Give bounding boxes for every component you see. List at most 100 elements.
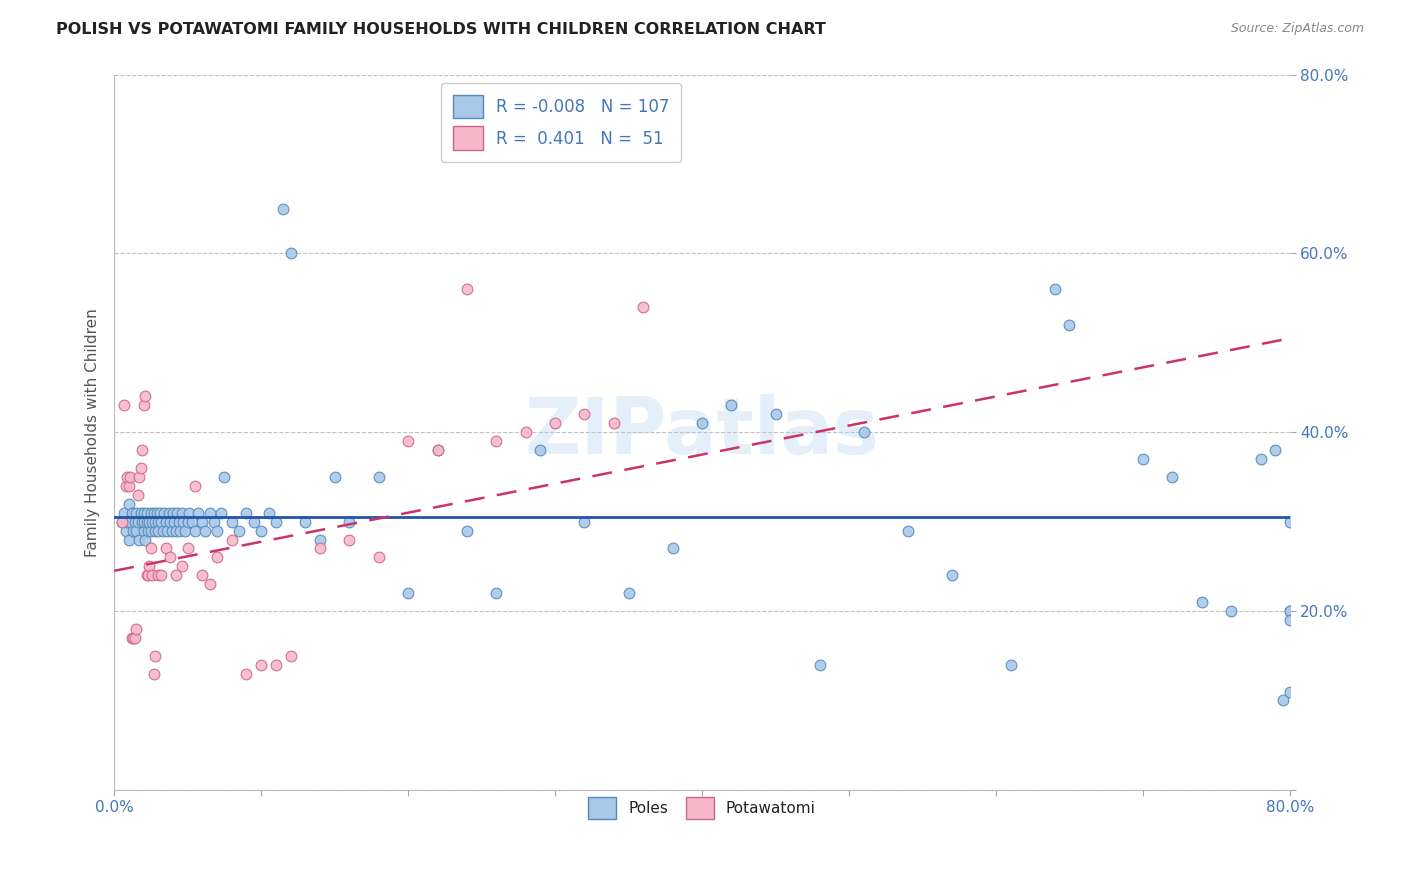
Point bbox=[118, 533, 141, 547]
Point bbox=[280, 648, 302, 663]
Point bbox=[1271, 693, 1294, 707]
Point bbox=[120, 515, 142, 529]
Point bbox=[690, 417, 713, 431]
Point bbox=[205, 524, 228, 538]
Point bbox=[485, 434, 508, 449]
Point bbox=[132, 506, 155, 520]
Point bbox=[485, 586, 508, 600]
Point bbox=[125, 622, 148, 636]
Point bbox=[162, 506, 184, 520]
Point bbox=[617, 586, 640, 600]
Point bbox=[367, 470, 389, 484]
Point bbox=[167, 515, 190, 529]
Point bbox=[1250, 452, 1272, 467]
Point bbox=[129, 461, 152, 475]
Point bbox=[184, 524, 207, 538]
Point bbox=[235, 666, 257, 681]
Point bbox=[160, 524, 183, 538]
Point bbox=[165, 568, 187, 582]
Point bbox=[264, 657, 287, 672]
Point bbox=[156, 524, 179, 538]
Point bbox=[661, 541, 683, 556]
Point bbox=[1132, 452, 1154, 467]
Point bbox=[122, 631, 145, 645]
Point bbox=[143, 515, 166, 529]
Point bbox=[198, 577, 221, 591]
Point bbox=[1264, 443, 1286, 458]
Point bbox=[131, 443, 153, 458]
Point bbox=[633, 300, 655, 314]
Point bbox=[132, 524, 155, 538]
Point bbox=[852, 425, 875, 440]
Point bbox=[169, 524, 191, 538]
Point bbox=[1161, 470, 1184, 484]
Point bbox=[456, 282, 478, 296]
Y-axis label: Family Households with Children: Family Households with Children bbox=[86, 308, 100, 557]
Point bbox=[184, 479, 207, 493]
Point bbox=[264, 515, 287, 529]
Point bbox=[1000, 657, 1022, 672]
Point bbox=[179, 506, 201, 520]
Point bbox=[309, 541, 332, 556]
Point bbox=[115, 479, 138, 493]
Point bbox=[148, 524, 170, 538]
Point bbox=[134, 533, 156, 547]
Point bbox=[309, 533, 332, 547]
Point bbox=[1220, 604, 1243, 618]
Point bbox=[136, 524, 159, 538]
Point bbox=[132, 398, 155, 412]
Legend: Poles, Potawatomi: Poles, Potawatomi bbox=[582, 791, 823, 825]
Point bbox=[127, 515, 149, 529]
Point bbox=[115, 524, 138, 538]
Point bbox=[124, 515, 146, 529]
Text: Source: ZipAtlas.com: Source: ZipAtlas.com bbox=[1230, 22, 1364, 36]
Point bbox=[396, 434, 419, 449]
Point bbox=[141, 568, 163, 582]
Point bbox=[205, 550, 228, 565]
Point bbox=[157, 506, 180, 520]
Point bbox=[271, 202, 294, 216]
Point bbox=[294, 515, 316, 529]
Point bbox=[280, 246, 302, 260]
Point bbox=[574, 407, 596, 421]
Point bbox=[153, 506, 176, 520]
Point bbox=[129, 506, 152, 520]
Point bbox=[128, 533, 150, 547]
Point bbox=[125, 524, 148, 538]
Point bbox=[367, 550, 389, 565]
Point bbox=[191, 568, 214, 582]
Point bbox=[125, 506, 148, 520]
Text: POLISH VS POTAWATOMI FAMILY HOUSEHOLDS WITH CHILDREN CORRELATION CHART: POLISH VS POTAWATOMI FAMILY HOUSEHOLDS W… bbox=[56, 22, 827, 37]
Point bbox=[150, 568, 173, 582]
Point bbox=[211, 506, 233, 520]
Point bbox=[149, 506, 172, 520]
Point bbox=[135, 568, 157, 582]
Point bbox=[146, 506, 169, 520]
Point bbox=[1043, 282, 1066, 296]
Point bbox=[194, 524, 217, 538]
Point bbox=[117, 470, 139, 484]
Point bbox=[176, 541, 198, 556]
Point bbox=[456, 524, 478, 538]
Point bbox=[198, 506, 221, 520]
Point bbox=[173, 524, 195, 538]
Point bbox=[808, 657, 831, 672]
Point bbox=[163, 515, 186, 529]
Point bbox=[118, 479, 141, 493]
Point bbox=[202, 515, 225, 529]
Point bbox=[139, 506, 162, 520]
Point bbox=[426, 443, 449, 458]
Point bbox=[1278, 613, 1301, 627]
Point bbox=[529, 443, 551, 458]
Point bbox=[122, 524, 145, 538]
Point bbox=[897, 524, 920, 538]
Point bbox=[143, 648, 166, 663]
Point bbox=[134, 389, 156, 403]
Point bbox=[176, 515, 198, 529]
Point bbox=[131, 515, 153, 529]
Point bbox=[135, 515, 157, 529]
Point bbox=[141, 515, 163, 529]
Point bbox=[110, 515, 132, 529]
Text: ZIPatlas: ZIPatlas bbox=[524, 394, 880, 470]
Point bbox=[148, 515, 170, 529]
